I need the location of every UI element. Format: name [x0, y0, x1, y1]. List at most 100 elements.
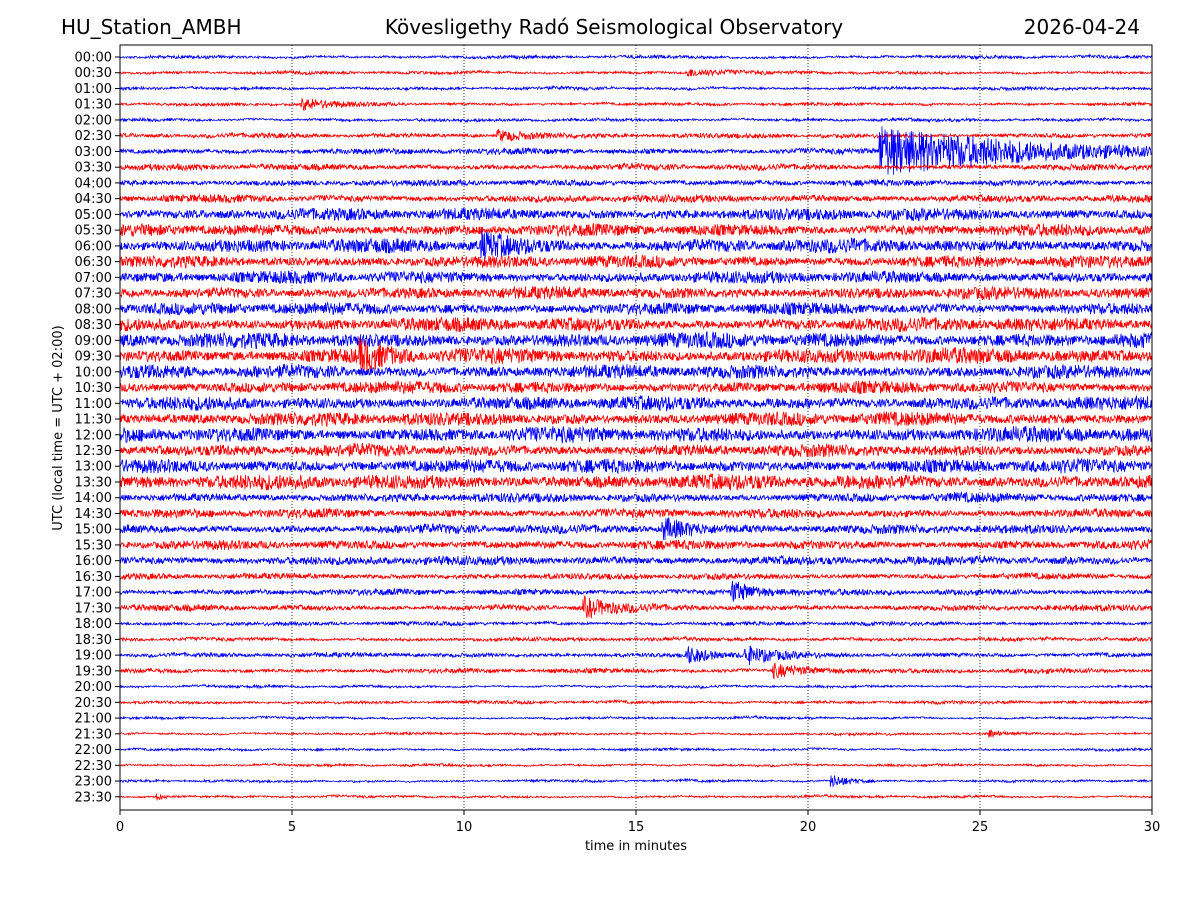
y-tick-label: 10:00	[75, 365, 112, 380]
y-tick-label: 20:00	[75, 680, 112, 695]
trace-2130	[119, 729, 1153, 738]
trace-1130	[119, 411, 1153, 427]
trace-0230	[119, 129, 1153, 142]
y-tick-label: 03:30	[75, 161, 112, 176]
y-axis-label: UTC (local time = UTC + 02:00)	[51, 325, 66, 530]
y-tick-label: 21:30	[75, 727, 112, 742]
trace-0730	[119, 285, 1153, 301]
trace-1200	[119, 425, 1153, 445]
trace-0300	[119, 126, 1153, 175]
y-tick-label: 06:30	[75, 255, 112, 270]
trace-0330	[119, 161, 1153, 172]
trace-1600	[119, 554, 1152, 567]
y-tick-label: 00:00	[75, 51, 112, 66]
trace-2330	[119, 793, 1153, 801]
y-tick-label: 11:00	[75, 397, 112, 412]
trace-1900	[119, 645, 1153, 666]
trace-0400	[119, 178, 1153, 188]
trace-1430	[119, 507, 1153, 520]
y-tick-label: 22:30	[75, 759, 112, 774]
date-label: 2026-04-24	[1023, 15, 1140, 39]
y-tick-label: 21:00	[75, 712, 112, 727]
y-tick-label: 15:30	[75, 538, 112, 553]
trace-0700	[119, 270, 1153, 285]
trace-0430	[119, 193, 1153, 204]
trace-0930	[120, 337, 1153, 374]
x-tick-label: 20	[800, 820, 817, 835]
trace-0600	[119, 229, 1153, 260]
y-tick-label: 08:00	[75, 302, 112, 317]
trace-1530	[119, 538, 1153, 551]
y-tick-label: 17:30	[75, 601, 112, 616]
trace-1300	[119, 457, 1153, 475]
y-tick-label: 16:00	[75, 554, 112, 569]
trace-0200	[119, 116, 1153, 124]
y-tick-label: 01:00	[75, 82, 112, 97]
y-tick-label: 16:30	[75, 570, 112, 585]
trace-1730	[119, 595, 1153, 619]
trace-1400	[119, 490, 1153, 504]
y-tick-label: 09:30	[75, 350, 112, 365]
x-axis-label: time in minutes	[585, 839, 687, 854]
trace-1030	[119, 379, 1153, 395]
y-tick-label: 13:30	[75, 475, 112, 490]
trace-0900	[119, 330, 1153, 350]
y-tick-label: 12:30	[75, 444, 112, 459]
trace-2100	[119, 714, 1153, 721]
trace-0130	[119, 97, 1153, 112]
x-tick-label: 25	[972, 820, 989, 835]
y-tick-label: 11:30	[75, 413, 112, 428]
trace-0000	[119, 53, 1153, 61]
y-tick-label: 06:00	[75, 239, 112, 254]
x-tick-label: 0	[116, 820, 124, 835]
trace-0800	[119, 301, 1153, 316]
y-tick-label: 18:30	[75, 633, 112, 648]
y-tick-label: 09:00	[75, 334, 112, 349]
y-tick-label: 05:30	[75, 224, 112, 239]
y-tick-label: 23:30	[75, 790, 112, 805]
y-tick-label: 23:00	[75, 775, 112, 790]
trace-1700	[119, 580, 1153, 602]
y-tick-label: 02:00	[75, 113, 112, 128]
trace-1230	[119, 442, 1153, 458]
trace-1000	[119, 363, 1153, 380]
y-tick-label: 20:30	[75, 696, 112, 711]
y-tick-label: 04:00	[75, 176, 112, 191]
y-tick-label: 03:00	[75, 145, 112, 160]
trace-0030	[119, 68, 1153, 77]
y-tick-label: 15:00	[75, 523, 112, 538]
trace-2200	[119, 746, 1153, 753]
x-tick-label: 15	[628, 820, 645, 835]
y-tick-label: 22:00	[75, 743, 112, 758]
x-tick-label: 5	[288, 820, 296, 835]
x-tick-label: 30	[1144, 820, 1161, 835]
trace-2000	[119, 683, 1153, 690]
y-tick-label: 19:00	[75, 649, 112, 664]
trace-1330	[119, 473, 1153, 491]
y-tick-label: 02:30	[75, 129, 112, 144]
y-tick-label: 18:00	[75, 617, 112, 632]
y-tick-label: 12:00	[75, 428, 112, 443]
trace-2230	[119, 762, 1153, 768]
trace-1100	[119, 394, 1153, 413]
y-tick-label: 14:00	[75, 491, 112, 506]
y-tick-label: 05:00	[75, 208, 112, 223]
y-tick-label: 04:30	[75, 192, 112, 207]
trace-1930	[119, 662, 1153, 680]
trace-2030	[119, 698, 1153, 706]
trace-1630	[119, 571, 1153, 581]
trace-0100	[119, 84, 1153, 92]
x-tick-label: 10	[456, 820, 473, 835]
trace-0830	[119, 316, 1153, 333]
y-tick-label: 17:00	[75, 586, 112, 601]
trace-0630	[119, 254, 1153, 269]
trace-1800	[119, 620, 1153, 628]
trace-1500	[119, 517, 1153, 541]
trace-1830	[119, 635, 1153, 643]
y-tick-label: 14:30	[75, 507, 112, 522]
station-label: HU_Station_AMBH	[61, 15, 242, 39]
y-tick-label: 08:30	[75, 318, 112, 333]
y-tick-label: 01:30	[75, 98, 112, 113]
y-tick-label: 07:00	[75, 271, 112, 286]
